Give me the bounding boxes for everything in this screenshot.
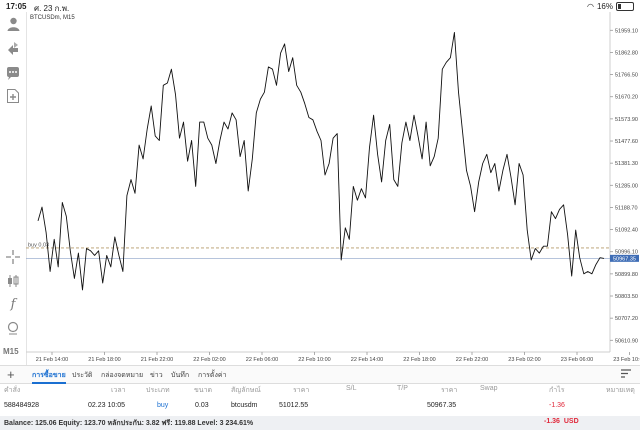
indicators-icon[interactable]: f (10, 296, 16, 312)
y-tick-label: 51092.40 (615, 228, 638, 234)
x-tick-label: 22 Feb 14:00 (351, 357, 383, 363)
col-swap: Swap (480, 385, 498, 392)
y-tick-label: 50610.90 (615, 338, 638, 344)
col-current-price: ราคา (441, 387, 458, 394)
x-tick-label: 23 Feb 02:00 (508, 357, 540, 363)
col-symbol: สัญลักษณ์ (231, 387, 261, 394)
left-toolbar: f M15 (0, 12, 27, 365)
y-tick-label: 51285.00 (615, 183, 638, 189)
current-price-label: 50967.35 (613, 256, 636, 262)
order-symbol: btcusdm (231, 402, 258, 409)
status-right: ◠ 16% (587, 2, 634, 11)
order-level-label: buy 0.03 (28, 242, 49, 248)
price-chart[interactable]: BTCUSDm, M15 51959.10 51862.80 51766.50 516… (26, 12, 640, 365)
date: ศ. 23 ก.พ. (34, 4, 70, 13)
y-tick-label: 51670.20 (615, 95, 638, 101)
y-tick-label: 51477.60 (615, 139, 638, 145)
sort-icon[interactable] (620, 368, 632, 379)
x-tick-label: 21 Feb 22:00 (141, 357, 173, 363)
col-tp: T/P (397, 385, 408, 392)
current-price-tag (610, 254, 639, 262)
battery-percent: 16% (596, 2, 613, 11)
col-price: ราคา (293, 387, 310, 394)
total-profit: -1.36 USD (544, 418, 579, 425)
x-tick-label: 23 Feb 06:00 (561, 357, 593, 363)
battery-icon (616, 2, 634, 11)
order-size: 0.03 (195, 402, 209, 409)
order-time: 02.23 10:05 (88, 402, 125, 409)
x-tick-label: 22 Feb 10:00 (298, 357, 330, 363)
order-type: buy (157, 402, 169, 409)
chat-icon[interactable] (5, 65, 21, 81)
trade-arrows-icon[interactable] (5, 40, 21, 56)
y-tick-label: 51573.90 (615, 117, 638, 123)
x-tick-label: 22 Feb 02:00 (193, 357, 225, 363)
tab-journal[interactable]: บันทึก (171, 372, 190, 379)
order-profit: -1.36 (549, 402, 565, 409)
wifi-icon: ◠ (587, 2, 594, 11)
clock: 17:05 (6, 2, 27, 11)
status-bar: 17:05 ศ. 23 ก.พ. ◠ 16% (0, 0, 640, 13)
objects-icon[interactable] (5, 320, 21, 336)
col-sl: S/L (346, 385, 357, 392)
x-tick-label: 22 Feb 18:00 (403, 357, 435, 363)
x-tick-label: 21 Feb 18:00 (88, 357, 120, 363)
price-series-line (37, 31, 605, 291)
tab-settings[interactable]: การตั้งค่า (198, 372, 227, 379)
x-tick-label: 23 Feb 10:00 (613, 357, 640, 363)
col-comment: หมายเหตุ (606, 387, 635, 394)
y-tick-label: 50996.10 (615, 250, 638, 256)
col-time: เวลา (111, 387, 126, 394)
add-icon[interactable]: + (7, 367, 15, 382)
x-tick-label: 22 Feb 22:00 (456, 357, 488, 363)
x-tick-label: 22 Feb 06:00 (246, 357, 278, 363)
tab-history[interactable]: ประวัติ (72, 372, 93, 379)
timeframe-button[interactable]: M15 (3, 347, 19, 356)
tab-trade[interactable]: การซื้อขาย (32, 370, 66, 384)
y-tick-label: 51862.80 (615, 50, 638, 56)
crosshair-icon[interactable] (5, 249, 21, 265)
y-tick-label: 50899.80 (615, 272, 638, 278)
chart-title: BTCUSDm, M15 (30, 15, 75, 21)
y-tick-label: 51766.50 (615, 73, 638, 79)
order-price: 51012.55 (279, 402, 309, 409)
y-tick-label: 50707.20 (615, 316, 638, 322)
candlestick-icon[interactable] (5, 273, 21, 289)
add-document-icon[interactable] (5, 88, 21, 104)
balance-bar: Balance: 125.06 Equity: 123.70 หลักประกั… (0, 416, 640, 430)
balance-summary: Balance: 125.06 Equity: 123.70 หลักประกั… (4, 420, 254, 427)
y-tick-label: 51381.30 (615, 161, 638, 167)
x-tick-label: 21 Feb 14:00 (36, 357, 68, 363)
col-order: คำสั่ง (4, 387, 21, 394)
currency: USD (563, 418, 579, 425)
y-tick-label: 51959.10 (615, 28, 638, 34)
order-id: 588484928 (4, 402, 40, 409)
y-tick-label: 51188.70 (615, 205, 638, 211)
tab-news[interactable]: ข่าว (150, 372, 163, 379)
col-profit: กำไร (549, 387, 565, 394)
col-type: ประเภท (146, 387, 170, 394)
order-current-price: 50967.35 (427, 402, 457, 409)
tab-mailbox[interactable]: กล่องจดหมาย (101, 372, 144, 379)
account-icon[interactable] (5, 16, 21, 32)
col-size: ขนาด (194, 387, 213, 394)
chart-canvas[interactable]: 51959.10 51862.80 51766.50 51670.20 51573.90… (26, 12, 640, 365)
bottom-tabs-bar: + การซื้อขาย ประวัติ กล่องจดหมาย ข่าว บั… (0, 365, 640, 384)
total-profit-value: -1.36 (544, 418, 560, 425)
y-tick-label: 50803.50 (615, 294, 638, 300)
